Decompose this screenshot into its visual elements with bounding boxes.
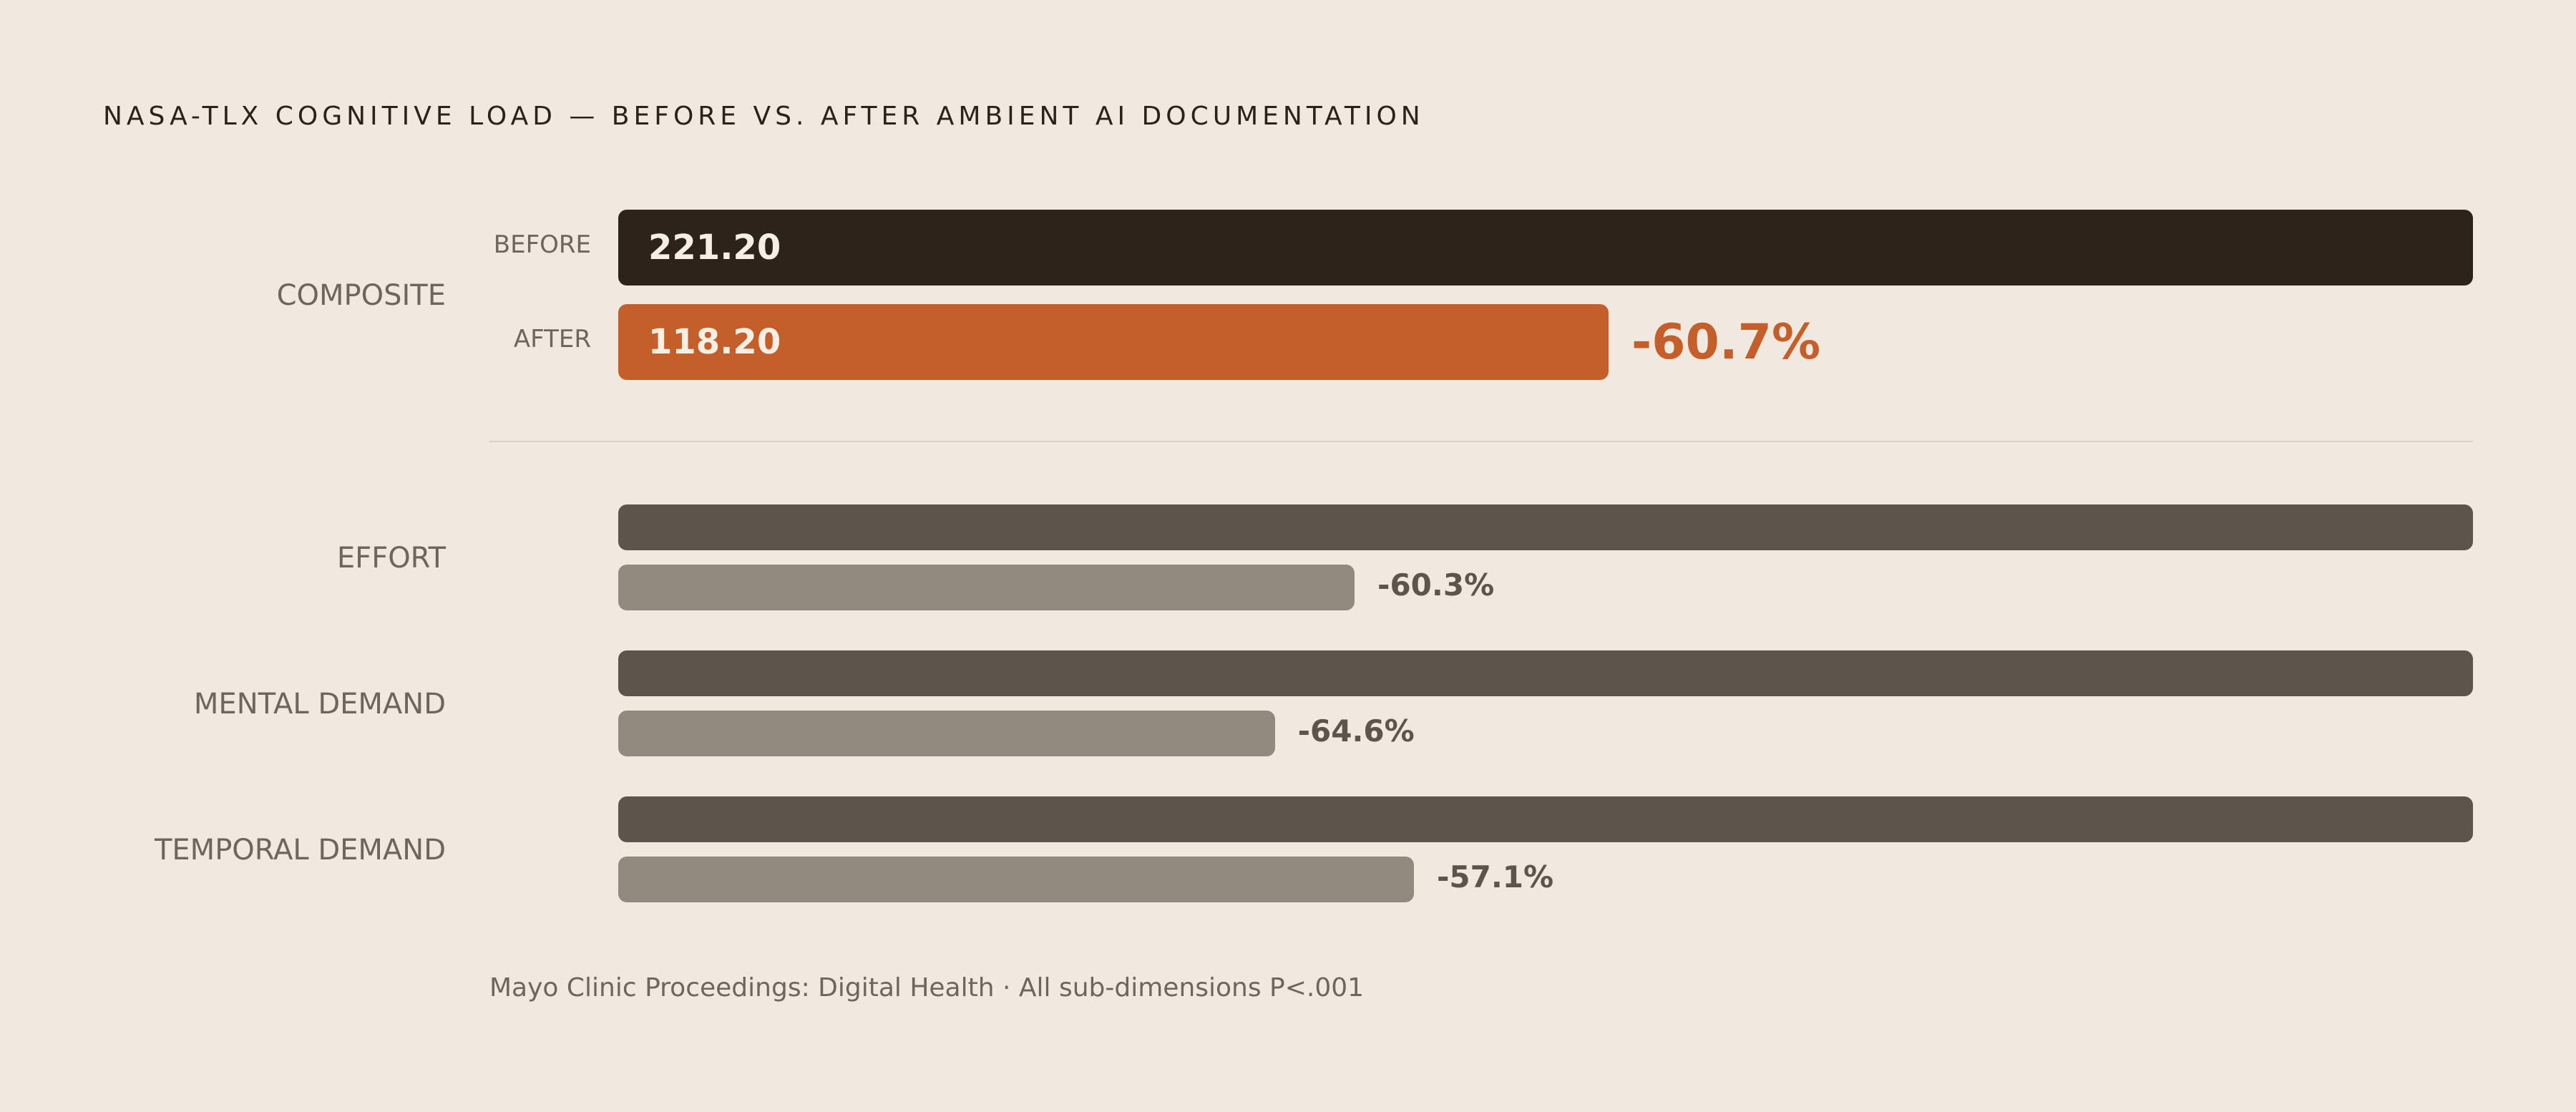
chart-title: NASA-TLX COGNITIVE LOAD — BEFORE VS. AFT… bbox=[103, 102, 1425, 131]
composite-after-value: 118.20 bbox=[648, 322, 781, 362]
source-note: Mayo Clinic Proceedings: Digital Health … bbox=[489, 973, 1365, 1003]
composite-group-label: COMPOSITE bbox=[276, 279, 446, 312]
subdimension-delta-label: -64.6% bbox=[1297, 713, 1415, 748]
subdimension-after-bar bbox=[618, 857, 1414, 902]
subdimension-delta-label: -60.3% bbox=[1377, 567, 1495, 603]
subdimension-after-bar bbox=[618, 711, 1275, 756]
subdimension-delta-label: -57.1% bbox=[1436, 859, 1554, 894]
subdimension-label: TEMPORAL DEMAND bbox=[154, 834, 446, 867]
composite-after-bar: 118.20 bbox=[618, 304, 1609, 380]
subdimension-after-bar bbox=[618, 565, 1355, 610]
section-divider bbox=[489, 441, 2473, 442]
subdimension-before-bar bbox=[618, 504, 2473, 550]
composite-before-label: BEFORE bbox=[493, 230, 591, 259]
subdimension-label: MENTAL DEMAND bbox=[193, 688, 446, 721]
subdimension-label: EFFORT bbox=[336, 542, 446, 575]
composite-before-value: 221.20 bbox=[648, 228, 781, 268]
composite-before-bar: 221.20 bbox=[618, 210, 2473, 286]
composite-after-label: AFTER bbox=[513, 325, 591, 353]
subdimension-before-bar bbox=[618, 650, 2473, 696]
subdimension-before-bar bbox=[618, 796, 2473, 842]
composite-delta-label: -60.7% bbox=[1631, 314, 1821, 371]
